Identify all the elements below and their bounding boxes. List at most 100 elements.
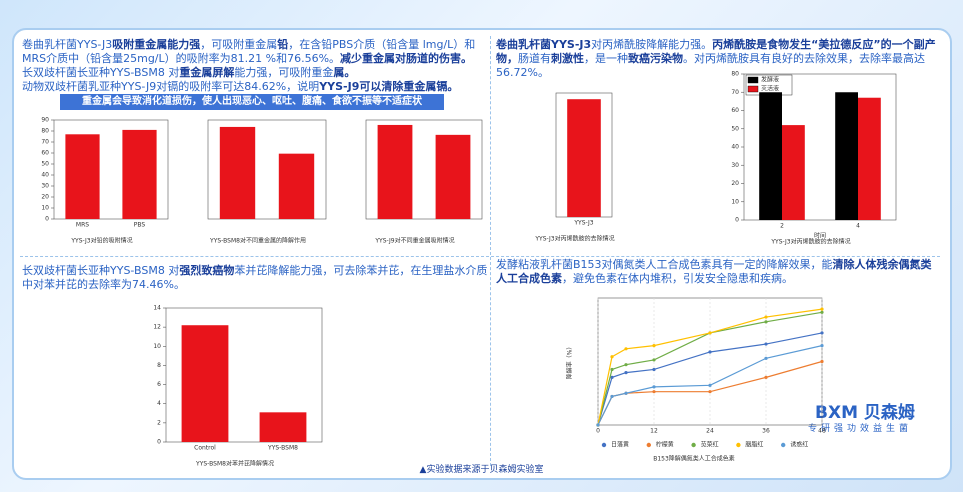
point <box>764 375 768 379</box>
y-tick-label: 60 <box>41 150 49 157</box>
legend-swatch <box>601 442 607 448</box>
legend-label: 诱惑红 <box>790 441 808 449</box>
y-tick-label: 12 <box>153 324 161 331</box>
text-run: ，可吸附重金属 <box>200 38 278 51</box>
text-run: 属。 <box>333 66 356 79</box>
text-run: 铅 <box>277 38 289 51</box>
x-tick-label: PBS <box>134 222 146 229</box>
point <box>708 350 712 354</box>
plot-frame <box>207 119 327 220</box>
bar <box>858 97 881 220</box>
point <box>708 383 712 387</box>
y-tick-label: 0 <box>157 439 161 446</box>
text-run: 清除人体残余偶氮类人工合成色素 <box>496 258 932 285</box>
line <box>597 311 823 426</box>
point <box>624 371 628 375</box>
text-run: 。对丙烯酰胺具有良好的去除效果，去除率最高达56.72%。 <box>496 52 925 79</box>
bar <box>435 134 471 219</box>
x-tick-label: MRS <box>76 222 89 229</box>
chart: B153降解偶氮类人工合成色素 降解率（%） 0 12 24 36 48 日落黄 柠檬黄 苋菜红 胭… <box>566 297 826 463</box>
y-tick-label: 90 <box>41 117 49 124</box>
y-tick-label: 6 <box>157 381 161 388</box>
legend-frame <box>745 74 793 96</box>
y-tick-label: 0 <box>735 217 739 224</box>
bar <box>567 99 601 217</box>
point <box>652 367 656 372</box>
x-tick-label: 0 <box>596 428 600 435</box>
text-run: 能力强，可吸附重金 <box>234 66 334 79</box>
x-tick-label: 24 <box>706 428 714 435</box>
paragraph-block: 长双歧杆菌长亚种YYS-BSM8 对强烈致癌物苯并芘降解能力强，可去除苯并芘，在… <box>22 264 490 292</box>
logo: BXM 贝森姆 <box>815 403 915 423</box>
chart-caption: YYS-J3对丙烯酰胺的去除情况 <box>770 238 850 246</box>
y-tick-label: 80 <box>41 128 49 135</box>
point <box>820 344 824 348</box>
point <box>820 307 824 311</box>
point <box>708 390 712 394</box>
y-tick-label: 20 <box>41 194 49 201</box>
bar <box>278 153 315 219</box>
bar <box>782 125 805 220</box>
plot-frame <box>165 307 323 443</box>
plot-frame <box>597 297 823 426</box>
text-run: 卷曲乳杆菌YYS-J3 <box>496 38 592 51</box>
legend-swatch <box>747 76 759 84</box>
divider <box>20 256 940 257</box>
y-tick-label: 4 <box>157 400 161 407</box>
bar <box>219 126 256 219</box>
legend-swatch <box>747 85 759 93</box>
text-run: 长双歧杆菌长亚种YYS-BSM8 对 <box>22 66 180 79</box>
paragraph: 动物双歧杆菌乳亚种YYS-J9对镉的吸附率可达84.62%，说明YYS-J9可以… <box>22 80 490 94</box>
y-tick-label: 0 <box>45 216 49 223</box>
footer: ▲实验数据来源于贝森姆实验室 <box>419 465 544 475</box>
point <box>652 344 656 348</box>
text-run: YYS-J9可以清除重金属镉。 <box>319 80 459 93</box>
point <box>820 359 824 364</box>
text-run: 重金属屏解 <box>179 66 235 79</box>
y-tick-label: 10 <box>731 198 739 205</box>
y-tick-label: 60 <box>731 107 739 114</box>
divider <box>490 36 491 466</box>
point <box>652 358 656 362</box>
legend-swatch <box>691 442 696 448</box>
plot-frame <box>365 119 483 220</box>
text-run: ，是一种 <box>584 52 628 65</box>
chart-caption: YYS-J3对丙烯酰胺的去除情况 <box>534 235 614 243</box>
point <box>624 347 628 351</box>
legend-label: 日落黄 <box>611 441 629 449</box>
bar <box>181 325 229 442</box>
paragraph-block: 发酵粘液乳杆菌B153对偶氮类人工合成色素具有一定的降解效果，能清除人体残余偶氮… <box>496 258 941 286</box>
x-axis-label: 时间 <box>814 232 826 240</box>
chart-caption: YYS-J3对铅的吸附情况 <box>70 237 132 245</box>
y-tick-label: 2 <box>157 419 161 426</box>
chart-caption: YYS-BSM8对苯并芘降解情况 <box>195 460 274 468</box>
y-tick-label: 30 <box>41 183 49 190</box>
text-run: 致癌污染物 <box>628 52 683 65</box>
text-run: 肠道有 <box>518 52 551 65</box>
point <box>764 356 768 360</box>
x-tick-label: YYS-BSM8 <box>267 445 298 452</box>
text-run: 吸附重金属能力强 <box>112 38 201 51</box>
paragraph: 发酵粘液乳杆菌B153对偶氮类人工合成色素具有一定的降解效果，能清除人体残余偶氮… <box>496 258 941 286</box>
paragraph: 长双歧杆菌长亚种YYS-BSM8 对重金属屏解能力强，可吸附重金属。 <box>22 66 490 80</box>
y-tick-label: 30 <box>731 162 739 169</box>
x-tick-label: Control <box>194 445 216 452</box>
legend-label: 灭活液 <box>761 85 779 93</box>
bar <box>759 92 782 220</box>
paragraph: 长双歧杆菌长亚种YYS-BSM8 对强烈致癌物苯并芘降解能力强，可去除苯并芘，在… <box>22 264 490 292</box>
chart-caption: YYS-J9对不同重金属吸附情况 <box>374 237 454 245</box>
point <box>610 375 614 379</box>
legend-label: 苋菜红 <box>701 441 719 449</box>
point <box>624 363 628 367</box>
legend-swatch <box>646 442 651 448</box>
bar <box>259 412 307 442</box>
y-axis-label: 降解率（%） <box>566 344 574 380</box>
text-run: 发酵粘液乳杆菌B153对偶氮类人工合成色素具有一定的降解效果，能 <box>496 258 833 271</box>
text-run: ，避免色素在体内堆积，引发安全隐患和疾病。 <box>562 272 793 285</box>
y-tick-label: 14 <box>153 305 161 312</box>
y-tick-label: 8 <box>157 362 161 369</box>
chart: YYS-J3对丙烯酰胺的去除情况 YYS-J3 <box>534 92 615 243</box>
point <box>652 390 656 394</box>
legend-swatch <box>736 442 741 448</box>
plot-frame <box>53 119 169 220</box>
